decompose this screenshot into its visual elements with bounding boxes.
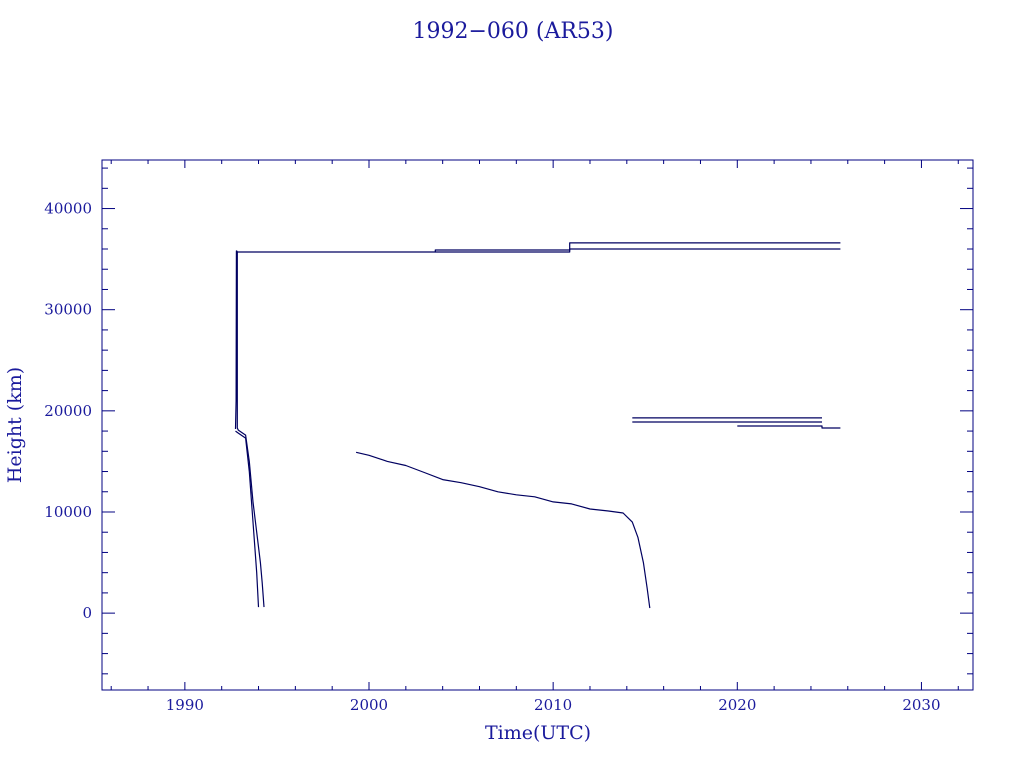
series-line-1 bbox=[234, 250, 265, 608]
plot-frame bbox=[101, 159, 974, 691]
x-tick-label: 2010 bbox=[534, 696, 572, 714]
x-tick-label: 1990 bbox=[166, 696, 204, 714]
chart-title: 1992−060 (AR53) bbox=[412, 19, 613, 44]
series-line-5 bbox=[355, 451, 651, 609]
axis-ticks bbox=[102, 160, 973, 690]
series-line-3 bbox=[237, 242, 841, 253]
y-tick-label: 10000 bbox=[44, 503, 92, 521]
y-axis-label: Height (km) bbox=[4, 367, 26, 483]
y-tick-label: 20000 bbox=[44, 402, 92, 420]
y-tick-label: 40000 bbox=[44, 200, 92, 218]
x-tick-label: 2030 bbox=[902, 696, 940, 714]
plot-series bbox=[234, 242, 841, 609]
series-line-4 bbox=[435, 248, 841, 253]
series-line-2 bbox=[235, 430, 260, 608]
x-axis-label: Time(UTC) bbox=[485, 722, 591, 744]
x-tick-label: 2000 bbox=[350, 696, 388, 714]
series-line-8 bbox=[737, 425, 841, 429]
y-tick-label: 0 bbox=[82, 604, 92, 622]
tick-labels: 1990 2000 2010 2020 2030 0 10000 20000 30000 4000… bbox=[44, 200, 940, 714]
x-tick-label: 2020 bbox=[718, 696, 756, 714]
y-tick-label: 30000 bbox=[44, 301, 92, 319]
